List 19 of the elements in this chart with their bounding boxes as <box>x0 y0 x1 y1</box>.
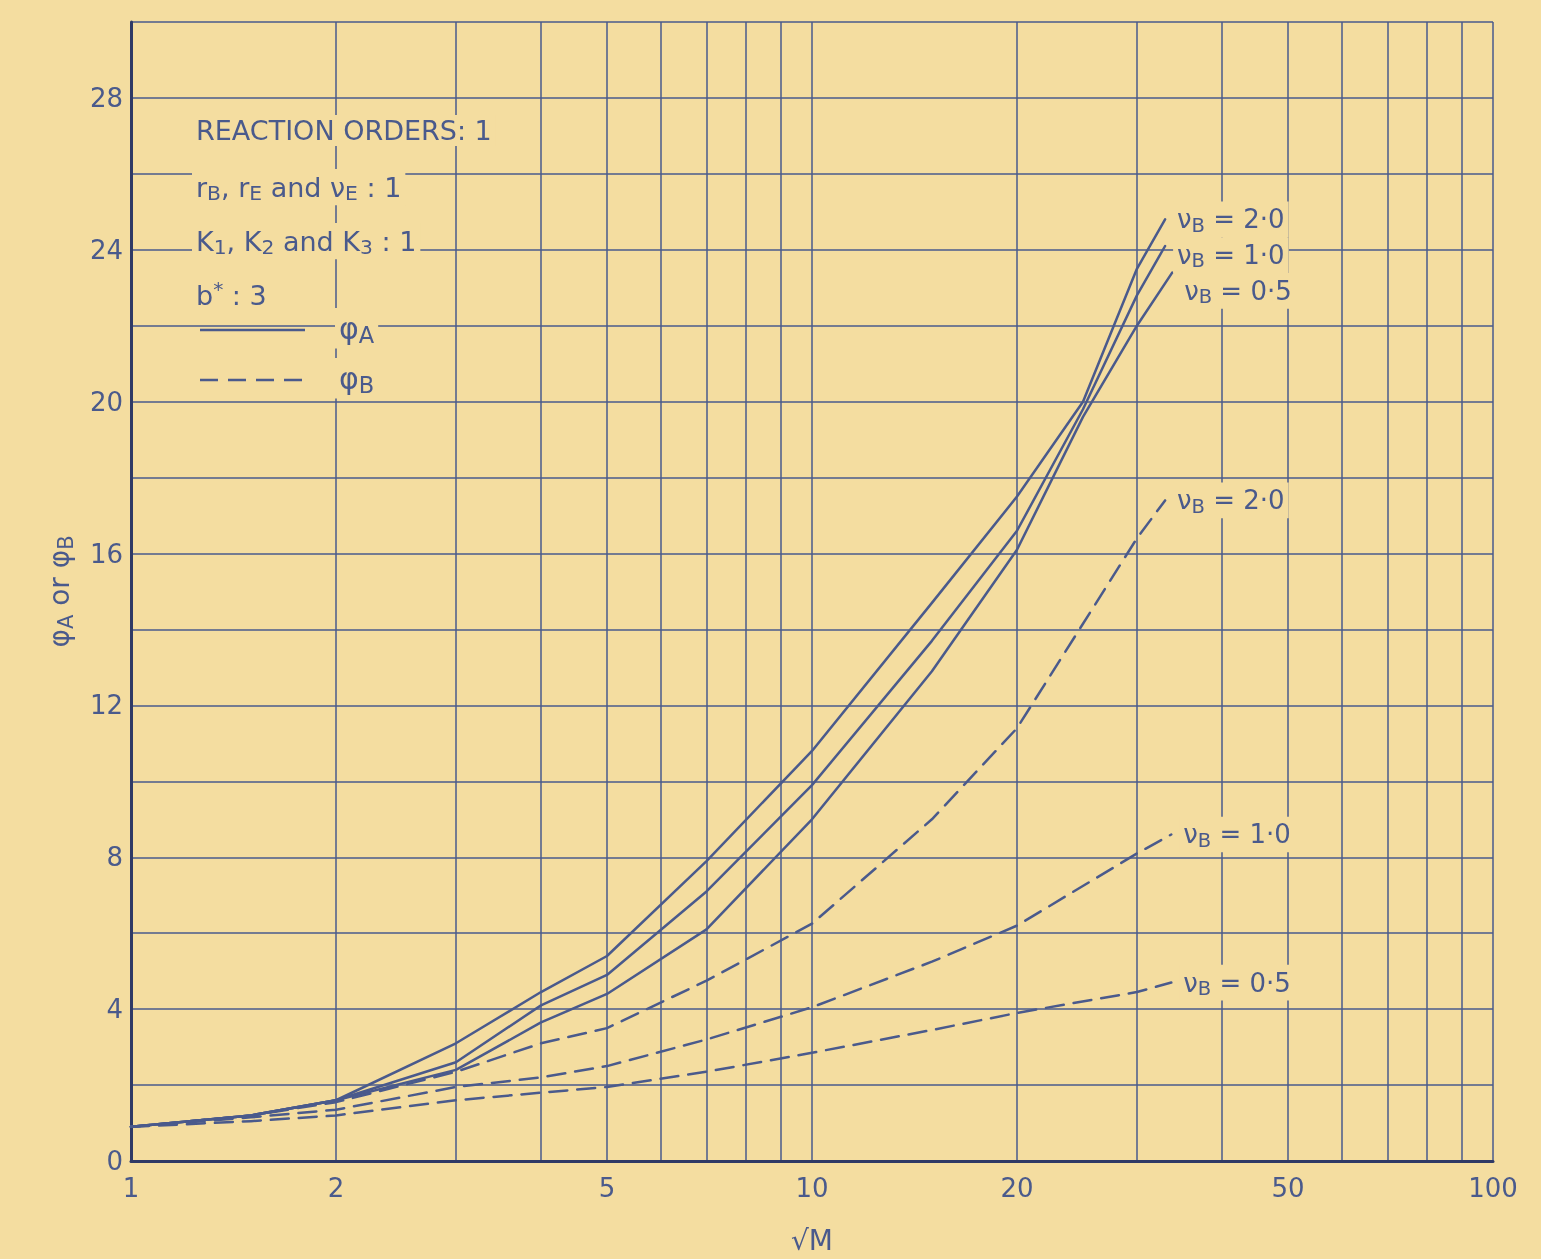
x-tick-label: 10 <box>795 1173 829 1203</box>
annotation: b* : 3 <box>196 277 267 311</box>
y-tick-label: 4 <box>106 994 123 1025</box>
y-tick-label: 16 <box>89 538 123 569</box>
x-tick-label: 2 <box>327 1173 345 1203</box>
y-tick-label: 8 <box>106 842 123 873</box>
x-tick-label: 1 <box>122 1173 140 1203</box>
y-tick-label: 12 <box>89 690 123 721</box>
y-tick-label: 0 <box>106 1146 123 1176</box>
x-tick-label: 100 <box>1468 1173 1518 1203</box>
y-axis-title: φA or φB <box>42 535 78 648</box>
y-tick-label: 28 <box>89 82 123 113</box>
y-tick-label: 24 <box>89 234 123 265</box>
x-tick-label: 5 <box>598 1173 616 1203</box>
annotation: REACTION ORDERS: 1 <box>196 115 492 146</box>
x-axis-title: √M <box>791 1223 833 1257</box>
y-tick-label: 20 <box>89 386 123 417</box>
x-tick-label: 50 <box>1271 1173 1305 1203</box>
x-tick-label: 20 <box>1000 1173 1034 1203</box>
